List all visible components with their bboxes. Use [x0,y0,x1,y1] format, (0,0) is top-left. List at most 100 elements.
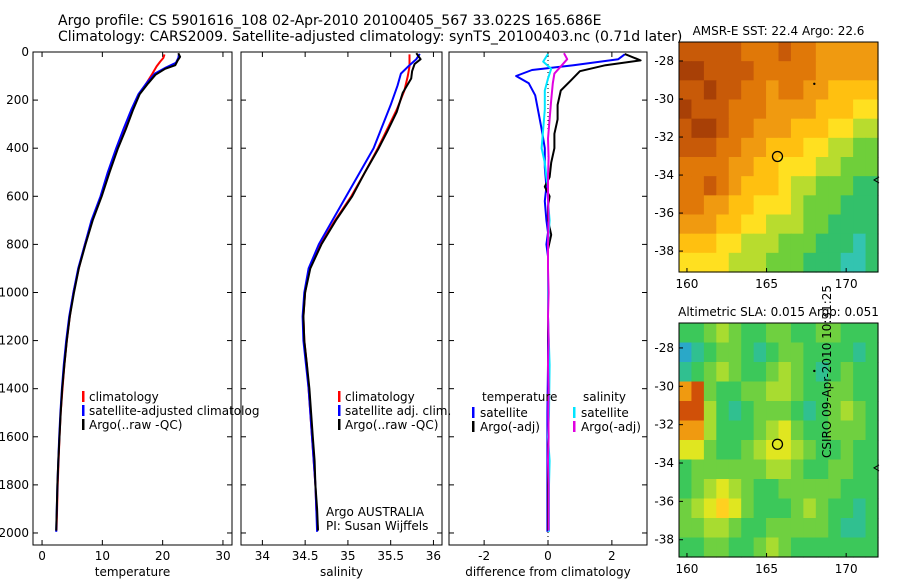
sst_map-cell [766,61,780,81]
sla_map-cell [766,323,780,344]
sst_map-cell [703,137,717,158]
sst_map-cell [679,214,693,235]
sst_map-ytick-label: -28 [654,54,674,68]
sla_map-cell [691,342,705,363]
sst_map-cell [840,80,854,101]
sla_map-cell [728,342,742,363]
figure-header: Argo profile: CS 5901616_108 02-Apr-2010… [0,0,682,48]
sst_map-cell [790,214,804,235]
sla_map-cell [741,323,755,344]
sst_map-cell [853,176,867,196]
sst_map-cell [703,252,717,273]
sla_map-ytick-label: -32 [654,418,674,432]
sst_map-edge-arrow [873,176,880,184]
sst_map-cell [840,176,854,196]
sst_map-cell [778,99,792,120]
sla_map-cell [815,440,829,461]
sla_map-cell [803,362,817,383]
sla_map-cell [703,537,717,558]
sst_map-cell [728,176,742,196]
sla_map-cell [703,362,717,383]
sla_map-cell [853,479,867,500]
sst_map-cell [741,176,755,196]
sla_map-cell [766,420,780,441]
sla_map-cell [840,440,854,461]
sla_map-cell [815,420,829,441]
sla_map-cell [716,498,730,519]
sst_map-ytick-label: -36 [654,206,674,220]
sla_map-cell [853,459,867,480]
salinity-annotation: Argo AUSTRALIA [326,505,425,519]
temperature-xtick-label: 30 [215,549,230,563]
sla_map-cell [815,401,829,422]
sst_map-cell [703,80,717,101]
temperature-panel: 0 10 20 30 0 200 400 600 800 1000 1200 1400 1600 1800… [0,45,259,579]
sst_map-cell [691,233,705,254]
sst_map-cell [840,157,854,177]
sst_map-cell [716,42,730,62]
sst_map-cell [716,80,730,101]
sst_map-cell [691,61,705,81]
sst_map-cell [840,61,854,81]
sst_map-cell [853,137,867,158]
sst_map-cell [728,157,742,177]
sst_map-cell [790,157,804,177]
sst_map-cell [703,157,717,177]
sla_map-cell [815,479,829,500]
sla_map-cell [703,381,717,402]
sst_map-cell [778,252,792,273]
temperature-xtick-label: 0 [38,549,46,563]
sla_map-cell [865,323,879,344]
sst_map-cell [741,252,755,273]
salinity-legend-label: Argo(..raw -QC) [345,418,438,432]
sla_map-cell [753,518,767,539]
sst_map-cell [716,137,730,158]
sla_map-cell [679,362,693,383]
sla_map-cell [790,420,804,441]
sst_map-cell [679,195,693,216]
sst_map-cell [753,61,767,81]
salinity-legend-swatch [338,405,341,416]
sst_map-cell [703,214,717,235]
temperature-series-line-2 [55,52,182,531]
sst_map-cell [840,252,854,273]
sst_map-cell [741,61,755,81]
sla_map-cell [728,518,742,539]
sst_map-cell [778,61,792,81]
sst_map-cell [828,157,842,177]
sla_map-cell [741,362,755,383]
sst_map-cell [753,118,767,139]
sla_map-cell [766,518,780,539]
sst_map-cell [815,252,829,273]
sst_map-cell [803,176,817,196]
temperature-xlabel: temperature [95,565,170,579]
sst_map-cell [778,195,792,216]
sst_map-cell [691,176,705,196]
sla_map-cell [828,420,842,441]
sst_map-cell [840,99,854,120]
sst_map-cell [865,195,879,216]
sst_map-cell [828,99,842,120]
sla_map-cell [853,323,867,344]
sst_map-cell [853,80,867,101]
sst_map-cell [753,252,767,273]
sst_map-cell [815,99,829,120]
sst_map-cell [679,99,693,120]
sst_map-cell [766,252,780,273]
sla_map-cell [716,381,730,402]
sst_map-cell [728,80,742,101]
sst_map-cell [691,99,705,120]
sst_map-title: AMSR-E SST: 22.4 Argo: 22.6 [693,24,865,38]
sst_map-xtick-label: 160 [676,277,699,291]
sst_map-cell [703,118,717,139]
sla_map-cell [753,381,767,402]
sla_map-cell [728,479,742,500]
sla_map-cell [803,323,817,344]
sst_map-cell [716,214,730,235]
sla_map-cell [803,459,817,480]
sst_map-cell [803,157,817,177]
sla_map-cell [853,381,867,402]
sst_map-ytick-label: -32 [654,130,674,144]
sla_map-cell [691,362,705,383]
sst_map-xtick-label: 170 [835,277,858,291]
